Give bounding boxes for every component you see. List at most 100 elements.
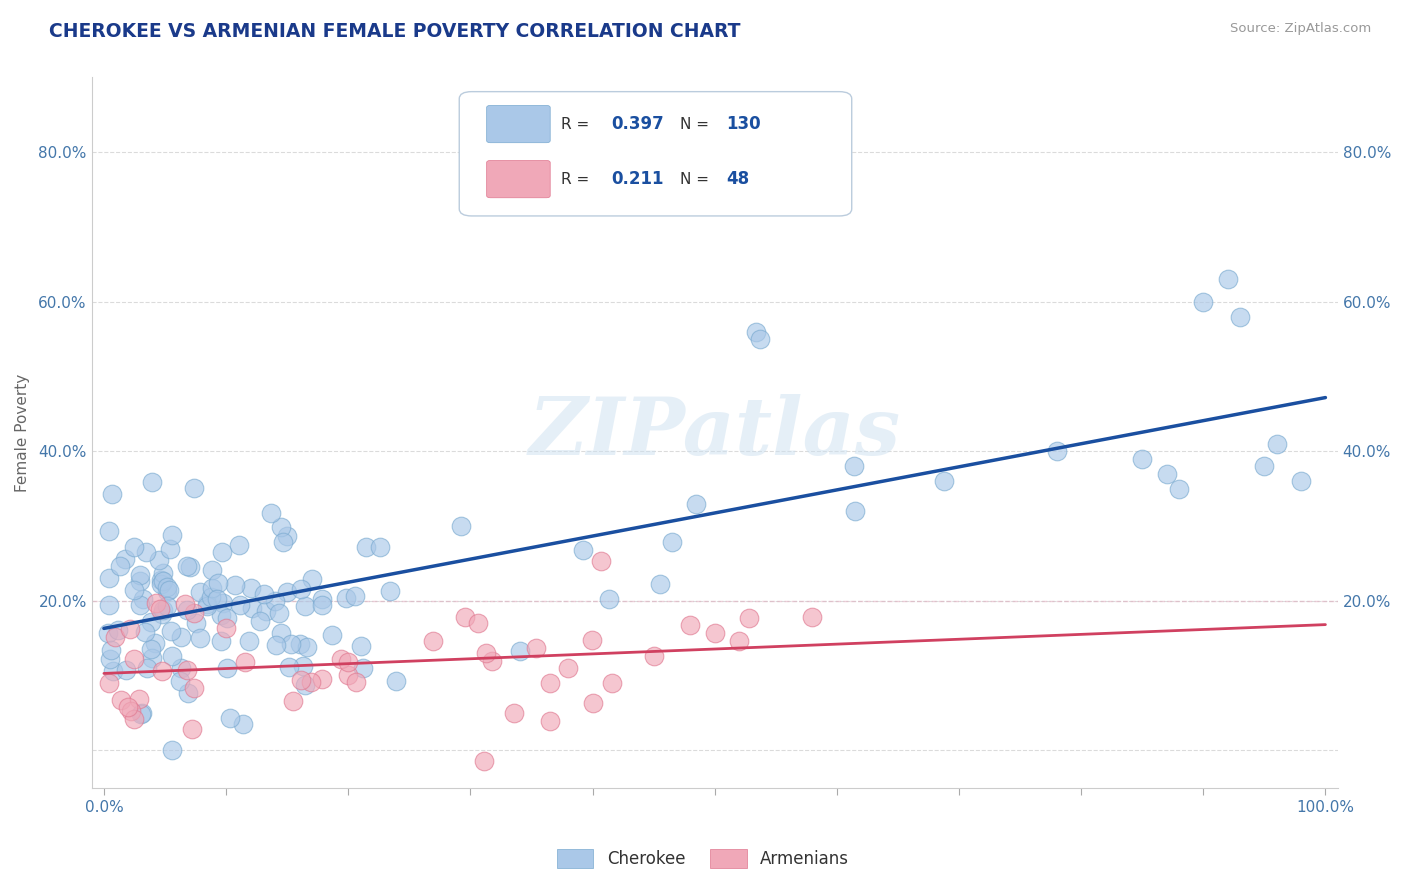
Point [176, 559, 198, 574]
Point [200, 591, 222, 605]
Point [141, 651, 163, 665]
Point [114, 552, 136, 566]
Point [98, 598, 121, 612]
Point [232, 717, 254, 731]
Point [152, 566, 174, 580]
Point [188, 585, 211, 599]
Point [277, 660, 299, 674]
Point [98, 524, 121, 538]
Point [703, 626, 725, 640]
Point [118, 622, 141, 636]
Point [1046, 444, 1069, 458]
Point [107, 623, 129, 637]
Point [131, 706, 153, 721]
Point [160, 624, 183, 638]
Point [263, 594, 285, 608]
Point [524, 641, 547, 656]
Point [238, 633, 260, 648]
Point [350, 639, 373, 653]
Point [141, 475, 163, 490]
Point [356, 540, 378, 554]
Point [661, 535, 683, 549]
Point [117, 699, 139, 714]
Point [745, 325, 768, 339]
Point [179, 560, 201, 574]
Point [120, 704, 142, 718]
Point [157, 583, 180, 598]
Point [932, 474, 955, 488]
Point [311, 592, 333, 607]
Point [295, 640, 318, 654]
Point [162, 743, 184, 757]
Point [581, 696, 603, 710]
Point [183, 681, 205, 695]
Point [281, 694, 304, 708]
Point [150, 607, 173, 621]
Point [269, 606, 291, 620]
Point [679, 618, 702, 632]
Point [1289, 474, 1312, 488]
Point [571, 543, 593, 558]
Point [842, 459, 865, 474]
Point [239, 582, 262, 596]
Point [129, 568, 152, 582]
Text: 48: 48 [725, 170, 749, 188]
Point [509, 644, 531, 658]
Point [170, 630, 193, 644]
Point [150, 665, 173, 679]
Point [124, 582, 146, 597]
Text: 130: 130 [725, 115, 761, 133]
Point [141, 615, 163, 629]
FancyBboxPatch shape [486, 161, 550, 198]
Point [598, 592, 620, 607]
Point [152, 574, 174, 588]
Point [344, 675, 367, 690]
Point [174, 597, 197, 611]
Point [183, 606, 205, 620]
Point [290, 582, 312, 596]
Text: ZIPatlas: ZIPatlas [529, 394, 901, 471]
Point [299, 675, 322, 690]
Point [104, 630, 127, 644]
Point [97, 625, 120, 640]
Point [134, 625, 156, 640]
Point [209, 607, 232, 622]
Point [290, 673, 312, 688]
Point [276, 585, 298, 599]
Point [170, 661, 193, 675]
Point [352, 660, 374, 674]
Legend: Cherokee, Armenians: Cherokee, Armenians [550, 842, 856, 875]
Point [152, 603, 174, 617]
Point [129, 706, 152, 721]
Text: 0.211: 0.211 [612, 170, 664, 188]
Point [1253, 459, 1275, 474]
Text: N =: N = [679, 171, 718, 186]
Point [474, 646, 496, 660]
Point [129, 598, 152, 612]
Point [1229, 310, 1251, 324]
Point [215, 611, 238, 625]
Point [219, 711, 242, 725]
Point [122, 651, 145, 665]
FancyBboxPatch shape [486, 105, 550, 143]
Point [148, 553, 170, 567]
Point [291, 659, 314, 673]
Point [150, 576, 173, 591]
Point [108, 559, 131, 574]
Point [228, 538, 250, 552]
Point [186, 615, 208, 630]
Point [450, 518, 472, 533]
Point [344, 590, 367, 604]
Point [110, 693, 132, 707]
Point [135, 545, 157, 559]
Point [288, 637, 311, 651]
Point [311, 598, 333, 612]
Point [311, 672, 333, 686]
Point [1216, 272, 1239, 286]
Point [214, 620, 236, 634]
Point [211, 544, 233, 558]
Point [150, 573, 173, 587]
Point [276, 529, 298, 543]
Point [384, 674, 406, 689]
Point [207, 591, 229, 606]
